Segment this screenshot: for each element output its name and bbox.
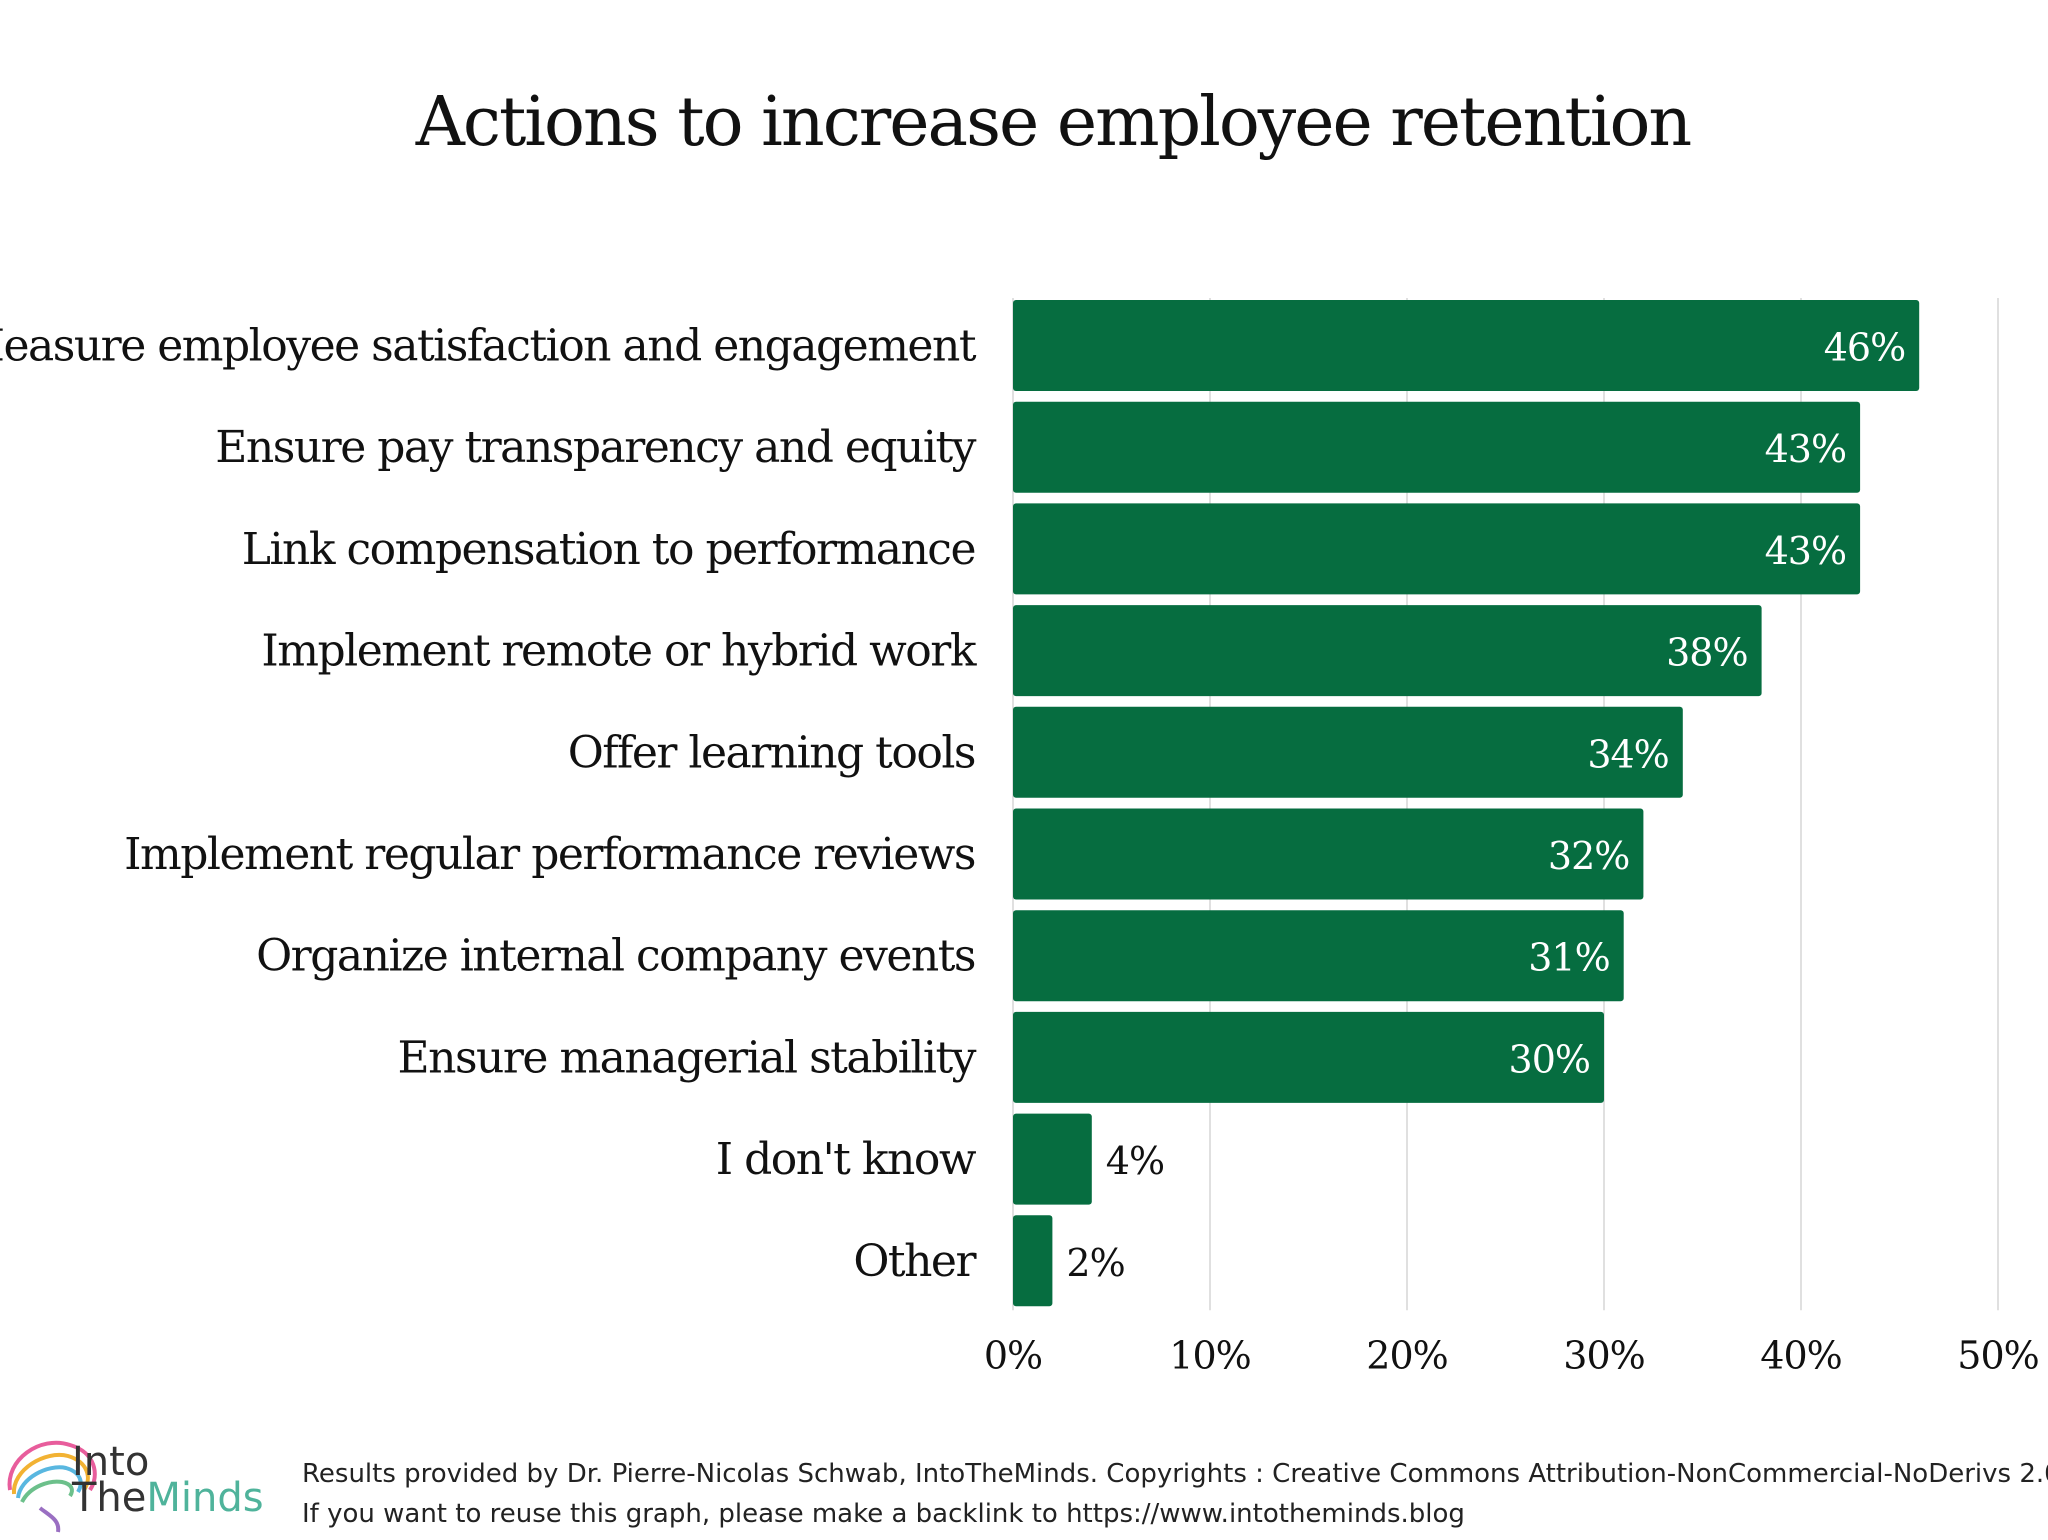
x-tick-label: 20%	[1366, 1333, 1447, 1377]
logo-minds: Minds	[146, 1475, 263, 1521]
x-tick-label: 30%	[1563, 1333, 1644, 1377]
value-label: 38%	[1666, 631, 1747, 675]
bar	[1013, 503, 1860, 594]
value-label: 30%	[1509, 1037, 1590, 1081]
footer-line-credits: Results provided by Dr. Pierre-Nicolas S…	[302, 1454, 2048, 1494]
intotheminds-logo: Into TheMinds	[0, 1420, 270, 1536]
category-label: Offer learning tools	[568, 727, 975, 778]
value-label: 4%	[1106, 1139, 1164, 1183]
value-label: 43%	[1765, 529, 1846, 573]
bar	[1013, 402, 1860, 493]
x-tick-label: 50%	[1957, 1333, 2038, 1377]
category-label: Link compensation to performance	[242, 524, 975, 575]
category-label: Organize internal company events	[256, 931, 975, 982]
category-label: Ensure pay transparency and equity	[215, 422, 976, 473]
bar	[1013, 707, 1683, 798]
category-label: Implement remote or hybrid work	[261, 626, 976, 677]
category-label: Other	[853, 1236, 977, 1287]
category-label: I don't know	[716, 1134, 977, 1185]
value-label: 43%	[1765, 427, 1846, 471]
bar	[1013, 1114, 1092, 1205]
footer-line-backlink: If you want to reuse this graph, please …	[302, 1494, 2048, 1534]
x-axis-ticks: 0% 10% 20% 30% 40% 50%	[984, 1333, 2039, 1377]
x-tick-label: 40%	[1760, 1333, 1841, 1377]
bar	[1013, 605, 1762, 696]
logo-the: The	[72, 1475, 146, 1521]
logo-line-theminds: TheMinds	[72, 1480, 264, 1516]
value-label: 46%	[1824, 326, 1905, 370]
x-tick-label: 0%	[984, 1333, 1042, 1377]
value-label: 2%	[1066, 1241, 1124, 1285]
footer-credits: Results provided by Dr. Pierre-Nicolas S…	[302, 1454, 2048, 1534]
category-label: Measure employee satisfaction and engage…	[0, 321, 977, 372]
bar	[1013, 300, 1919, 391]
value-label: 34%	[1587, 732, 1668, 776]
x-tick-label: 10%	[1169, 1333, 1250, 1377]
category-label: Implement regular performance reviews	[124, 829, 975, 880]
category-labels: Measure employee satisfaction and engage…	[0, 321, 977, 1287]
value-label: 32%	[1548, 834, 1629, 878]
category-label: Ensure managerial stability	[398, 1032, 977, 1083]
bar	[1013, 1215, 1052, 1306]
chart-title: Actions to increase employee retention	[415, 83, 1691, 162]
value-label: 31%	[1528, 936, 1609, 980]
